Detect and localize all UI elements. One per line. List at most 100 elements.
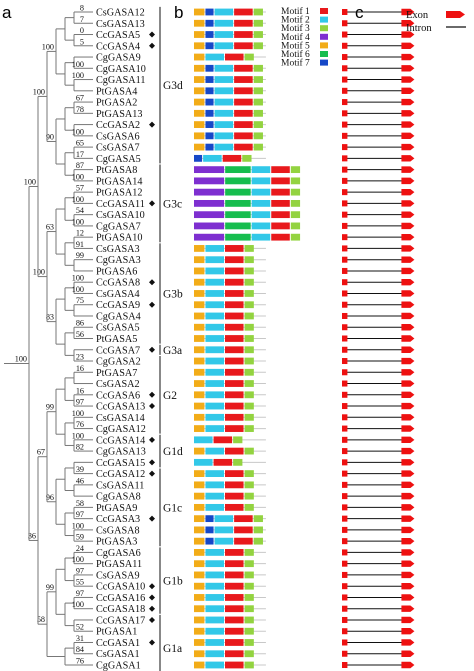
- gene-name: CgGASA10: [96, 64, 146, 75]
- marker-diamond-icon: [149, 391, 155, 398]
- motif-box: [244, 413, 254, 421]
- panel-label-b: b: [174, 3, 183, 22]
- exon-block: [401, 504, 415, 511]
- motif-box: [251, 188, 271, 196]
- motif-box: [205, 357, 224, 365]
- motif-legend-swatch: [320, 33, 328, 40]
- gene-name: PtGASA6: [96, 266, 137, 277]
- motif-box: [290, 166, 301, 174]
- bootstrap-value: 97: [76, 510, 84, 519]
- motif-box: [253, 19, 263, 27]
- motif-box: [253, 121, 263, 128]
- motif-box: [253, 76, 263, 83]
- motif-box: [194, 53, 205, 61]
- motif-box: [290, 222, 301, 230]
- motif-box: [194, 121, 205, 128]
- motif-box: [244, 425, 254, 432]
- gene-name: CcGASA12: [96, 469, 145, 480]
- exon-block: [342, 425, 348, 432]
- motif-box: [225, 245, 244, 252]
- motif-box: [205, 627, 224, 635]
- gene-name: CcGASA18: [96, 604, 145, 615]
- exon-block: [342, 65, 348, 72]
- group-label: G3a: [163, 345, 182, 357]
- exon-block: [401, 31, 415, 38]
- exon-block: [342, 301, 348, 308]
- motif-box: [225, 53, 244, 61]
- gene-name: CsGASA11: [96, 480, 144, 491]
- exon-block: [401, 53, 415, 61]
- exon-block: [342, 189, 348, 196]
- exon-block: [401, 661, 415, 669]
- gene-name: CsGASA14: [96, 413, 145, 424]
- motif-box: [214, 537, 234, 545]
- motif-box: [244, 368, 254, 376]
- gene-name: PtGASA10: [96, 233, 142, 244]
- group-label: G3b: [163, 288, 183, 300]
- motif-box: [205, 87, 214, 95]
- exon-block: [342, 42, 348, 49]
- exon-block: [401, 380, 415, 387]
- motif-box: [225, 425, 244, 432]
- motif-box: [205, 571, 224, 579]
- marker-diamond-icon: [149, 639, 155, 646]
- motif-box: [194, 199, 225, 207]
- motif-box: [244, 245, 254, 252]
- exon-block: [401, 65, 415, 72]
- exon-block: [401, 481, 415, 489]
- motif-box: [194, 222, 225, 230]
- motif-box: [205, 267, 224, 275]
- motif-box: [205, 64, 214, 72]
- bootstrap-value: 76: [76, 657, 84, 666]
- motif-box: [214, 64, 234, 72]
- gene-name: CgGASA13: [96, 447, 146, 458]
- gene-name: CcGASA14: [96, 435, 145, 446]
- motif-box: [205, 402, 224, 410]
- gene-name: CsGASA10: [96, 210, 145, 221]
- gene-name: PtGASA4: [96, 86, 137, 97]
- exon-block: [401, 402, 415, 410]
- bootstrap-value: 99: [46, 583, 54, 592]
- bootstrap-value: 17: [76, 150, 84, 159]
- gene-name: CcGASA9: [96, 300, 140, 311]
- motif-box: [205, 301, 224, 309]
- motif-box: [225, 560, 244, 568]
- bootstrap-value: 100: [72, 60, 84, 69]
- bootstrap-value: 99: [46, 403, 54, 412]
- motif-box: [194, 19, 205, 27]
- bootstrap-value: 100: [72, 127, 84, 136]
- motif-box: [205, 132, 214, 140]
- exon-block: [401, 515, 415, 522]
- motif-box: [194, 380, 205, 387]
- gene-name: CsGASA9: [96, 570, 140, 581]
- exon-block: [401, 447, 415, 455]
- exon-block: [342, 144, 348, 151]
- exon-block: [342, 177, 348, 184]
- exon-block: [342, 369, 348, 376]
- motif-box: [205, 560, 224, 568]
- exon-block: [342, 290, 348, 297]
- exon-block: [401, 335, 415, 342]
- motif-box: [244, 650, 254, 658]
- bootstrap-value: 100: [72, 274, 84, 283]
- motif-box: [194, 8, 205, 16]
- motif-box: [194, 425, 205, 432]
- exon-block: [401, 436, 415, 444]
- exon-block: [401, 369, 415, 376]
- motif-box: [225, 470, 244, 478]
- motif-box: [244, 481, 254, 489]
- bootstrap-value: 59: [76, 533, 84, 542]
- motif-box: [214, 8, 234, 16]
- motif-box: [244, 470, 254, 478]
- motif-box: [194, 143, 205, 151]
- bootstrap-value: 55: [76, 578, 84, 587]
- legend-exon-glyph: [446, 11, 465, 18]
- exon-block: [401, 605, 415, 612]
- motif-box: [225, 312, 244, 320]
- exon-block: [342, 662, 348, 668]
- motif-box: [244, 278, 254, 286]
- bootstrap-value: 97: [76, 589, 84, 598]
- bootstrap-value: 97: [76, 566, 84, 575]
- bootstrap-value: 67: [76, 94, 84, 103]
